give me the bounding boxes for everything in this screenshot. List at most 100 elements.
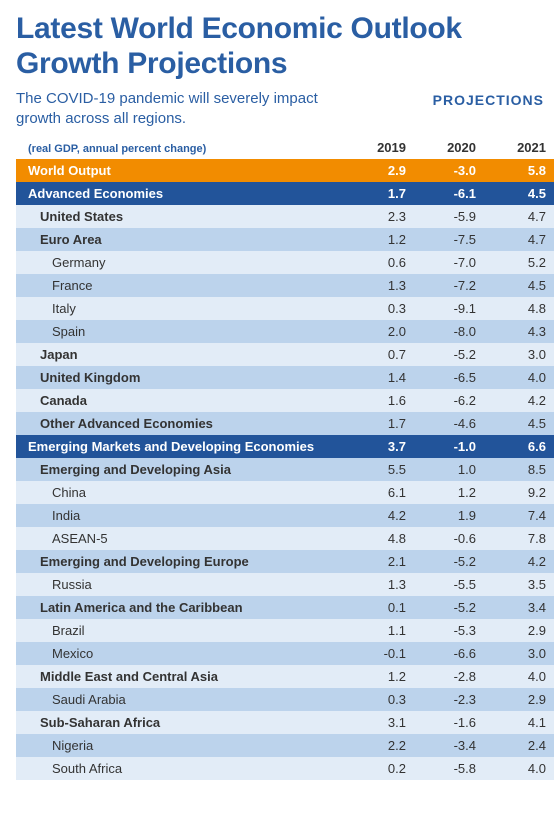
row-label: Advanced Economies bbox=[16, 182, 344, 205]
cell-v2021: 7.8 bbox=[484, 527, 554, 550]
row-label: Russia bbox=[16, 573, 344, 596]
cell-v2019: 0.3 bbox=[344, 297, 414, 320]
note-text: (real GDP, annual percent change) bbox=[28, 143, 206, 155]
row-label: Germany bbox=[16, 251, 344, 274]
cell-v2021: 8.5 bbox=[484, 458, 554, 481]
table-body: World Output2.9-3.05.8Advanced Economies… bbox=[16, 159, 554, 780]
cell-v2019: 2.9 bbox=[344, 159, 414, 182]
cell-v2020: -3.4 bbox=[414, 734, 484, 757]
row-label: Mexico bbox=[16, 642, 344, 665]
cell-v2019: 5.5 bbox=[344, 458, 414, 481]
row-label: United States bbox=[16, 205, 344, 228]
cell-v2020: -5.3 bbox=[414, 619, 484, 642]
cell-v2021: 4.5 bbox=[484, 182, 554, 205]
row-label: ASEAN-5 bbox=[16, 527, 344, 550]
row-label: Nigeria bbox=[16, 734, 344, 757]
cell-v2019: 3.7 bbox=[344, 435, 414, 458]
cell-v2019: 4.2 bbox=[344, 504, 414, 527]
row-label: Canada bbox=[16, 389, 344, 412]
cell-v2021: 4.2 bbox=[484, 550, 554, 573]
cell-v2021: 4.3 bbox=[484, 320, 554, 343]
cell-v2021: 9.2 bbox=[484, 481, 554, 504]
table-row: Advanced Economies1.7-6.14.5 bbox=[16, 182, 554, 205]
cell-v2020: 1.0 bbox=[414, 458, 484, 481]
cell-v2019: 1.1 bbox=[344, 619, 414, 642]
cell-v2021: 4.8 bbox=[484, 297, 554, 320]
cell-v2021: 2.9 bbox=[484, 688, 554, 711]
cell-v2019: 2.2 bbox=[344, 734, 414, 757]
row-label: Saudi Arabia bbox=[16, 688, 344, 711]
row-label: Japan bbox=[16, 343, 344, 366]
row-label: South Africa bbox=[16, 757, 344, 780]
cell-v2019: 2.1 bbox=[344, 550, 414, 573]
cell-v2020: -6.2 bbox=[414, 389, 484, 412]
table-row: United States2.3-5.94.7 bbox=[16, 205, 554, 228]
cell-v2020: -6.1 bbox=[414, 182, 484, 205]
cell-v2020: -6.5 bbox=[414, 366, 484, 389]
table-row: Emerging and Developing Asia5.51.08.5 bbox=[16, 458, 554, 481]
row-label: Sub-Saharan Africa bbox=[16, 711, 344, 734]
table-row: Sub-Saharan Africa3.1-1.64.1 bbox=[16, 711, 554, 734]
cell-v2021: 4.0 bbox=[484, 757, 554, 780]
cell-v2019: 1.6 bbox=[344, 389, 414, 412]
row-label: World Output bbox=[16, 159, 344, 182]
row-label: France bbox=[16, 274, 344, 297]
page-title: Latest World Economic Outlook Growth Pro… bbox=[16, 12, 554, 81]
table-row: Spain2.0-8.04.3 bbox=[16, 320, 554, 343]
cell-v2020: -5.9 bbox=[414, 205, 484, 228]
row-label: Italy bbox=[16, 297, 344, 320]
cell-v2020: -3.0 bbox=[414, 159, 484, 182]
cell-v2020: -2.8 bbox=[414, 665, 484, 688]
row-label: Emerging and Developing Asia bbox=[16, 458, 344, 481]
table-row: Saudi Arabia0.3-2.32.9 bbox=[16, 688, 554, 711]
table-row: Nigeria2.2-3.42.4 bbox=[16, 734, 554, 757]
cell-v2021: 4.0 bbox=[484, 665, 554, 688]
cell-v2019: -0.1 bbox=[344, 642, 414, 665]
table-row: South Africa0.2-5.84.0 bbox=[16, 757, 554, 780]
cell-v2019: 4.8 bbox=[344, 527, 414, 550]
cell-v2019: 2.0 bbox=[344, 320, 414, 343]
cell-v2021: 7.4 bbox=[484, 504, 554, 527]
table-row: United Kingdom1.4-6.54.0 bbox=[16, 366, 554, 389]
cell-v2021: 4.0 bbox=[484, 366, 554, 389]
projections-heading: PROJECTIONS bbox=[433, 92, 544, 108]
cell-v2020: -6.6 bbox=[414, 642, 484, 665]
cell-v2020: -7.5 bbox=[414, 228, 484, 251]
col-2019: 2019 bbox=[344, 136, 414, 159]
table-row: Japan0.7-5.23.0 bbox=[16, 343, 554, 366]
cell-v2021: 2.4 bbox=[484, 734, 554, 757]
cell-v2020: -5.2 bbox=[414, 596, 484, 619]
cell-v2020: -5.2 bbox=[414, 343, 484, 366]
note-cell: (real GDP, annual percent change) bbox=[16, 136, 344, 159]
row-label: Emerging and Developing Europe bbox=[16, 550, 344, 573]
cell-v2020: -1.6 bbox=[414, 711, 484, 734]
cell-v2020: -2.3 bbox=[414, 688, 484, 711]
row-label: India bbox=[16, 504, 344, 527]
cell-v2019: 0.7 bbox=[344, 343, 414, 366]
cell-v2019: 1.2 bbox=[344, 228, 414, 251]
cell-v2020: -5.5 bbox=[414, 573, 484, 596]
table-row: Emerging and Developing Europe2.1-5.24.2 bbox=[16, 550, 554, 573]
row-label: China bbox=[16, 481, 344, 504]
cell-v2021: 3.4 bbox=[484, 596, 554, 619]
table-row: Euro Area1.2-7.54.7 bbox=[16, 228, 554, 251]
cell-v2021: 4.5 bbox=[484, 274, 554, 297]
cell-v2019: 1.4 bbox=[344, 366, 414, 389]
table-row: Brazil1.1-5.32.9 bbox=[16, 619, 554, 642]
cell-v2020: 1.9 bbox=[414, 504, 484, 527]
row-label: United Kingdom bbox=[16, 366, 344, 389]
cell-v2020: 1.2 bbox=[414, 481, 484, 504]
table-row: Emerging Markets and Developing Economie… bbox=[16, 435, 554, 458]
cell-v2021: 3.0 bbox=[484, 642, 554, 665]
cell-v2020: -7.0 bbox=[414, 251, 484, 274]
cell-v2019: 6.1 bbox=[344, 481, 414, 504]
table-row: Mexico-0.1-6.63.0 bbox=[16, 642, 554, 665]
cell-v2020: -0.6 bbox=[414, 527, 484, 550]
cell-v2019: 3.1 bbox=[344, 711, 414, 734]
table-row: Latin America and the Caribbean0.1-5.23.… bbox=[16, 596, 554, 619]
cell-v2020: -4.6 bbox=[414, 412, 484, 435]
cell-v2019: 0.1 bbox=[344, 596, 414, 619]
row-label: Other Advanced Economies bbox=[16, 412, 344, 435]
cell-v2021: 4.7 bbox=[484, 205, 554, 228]
row-label: Middle East and Central Asia bbox=[16, 665, 344, 688]
